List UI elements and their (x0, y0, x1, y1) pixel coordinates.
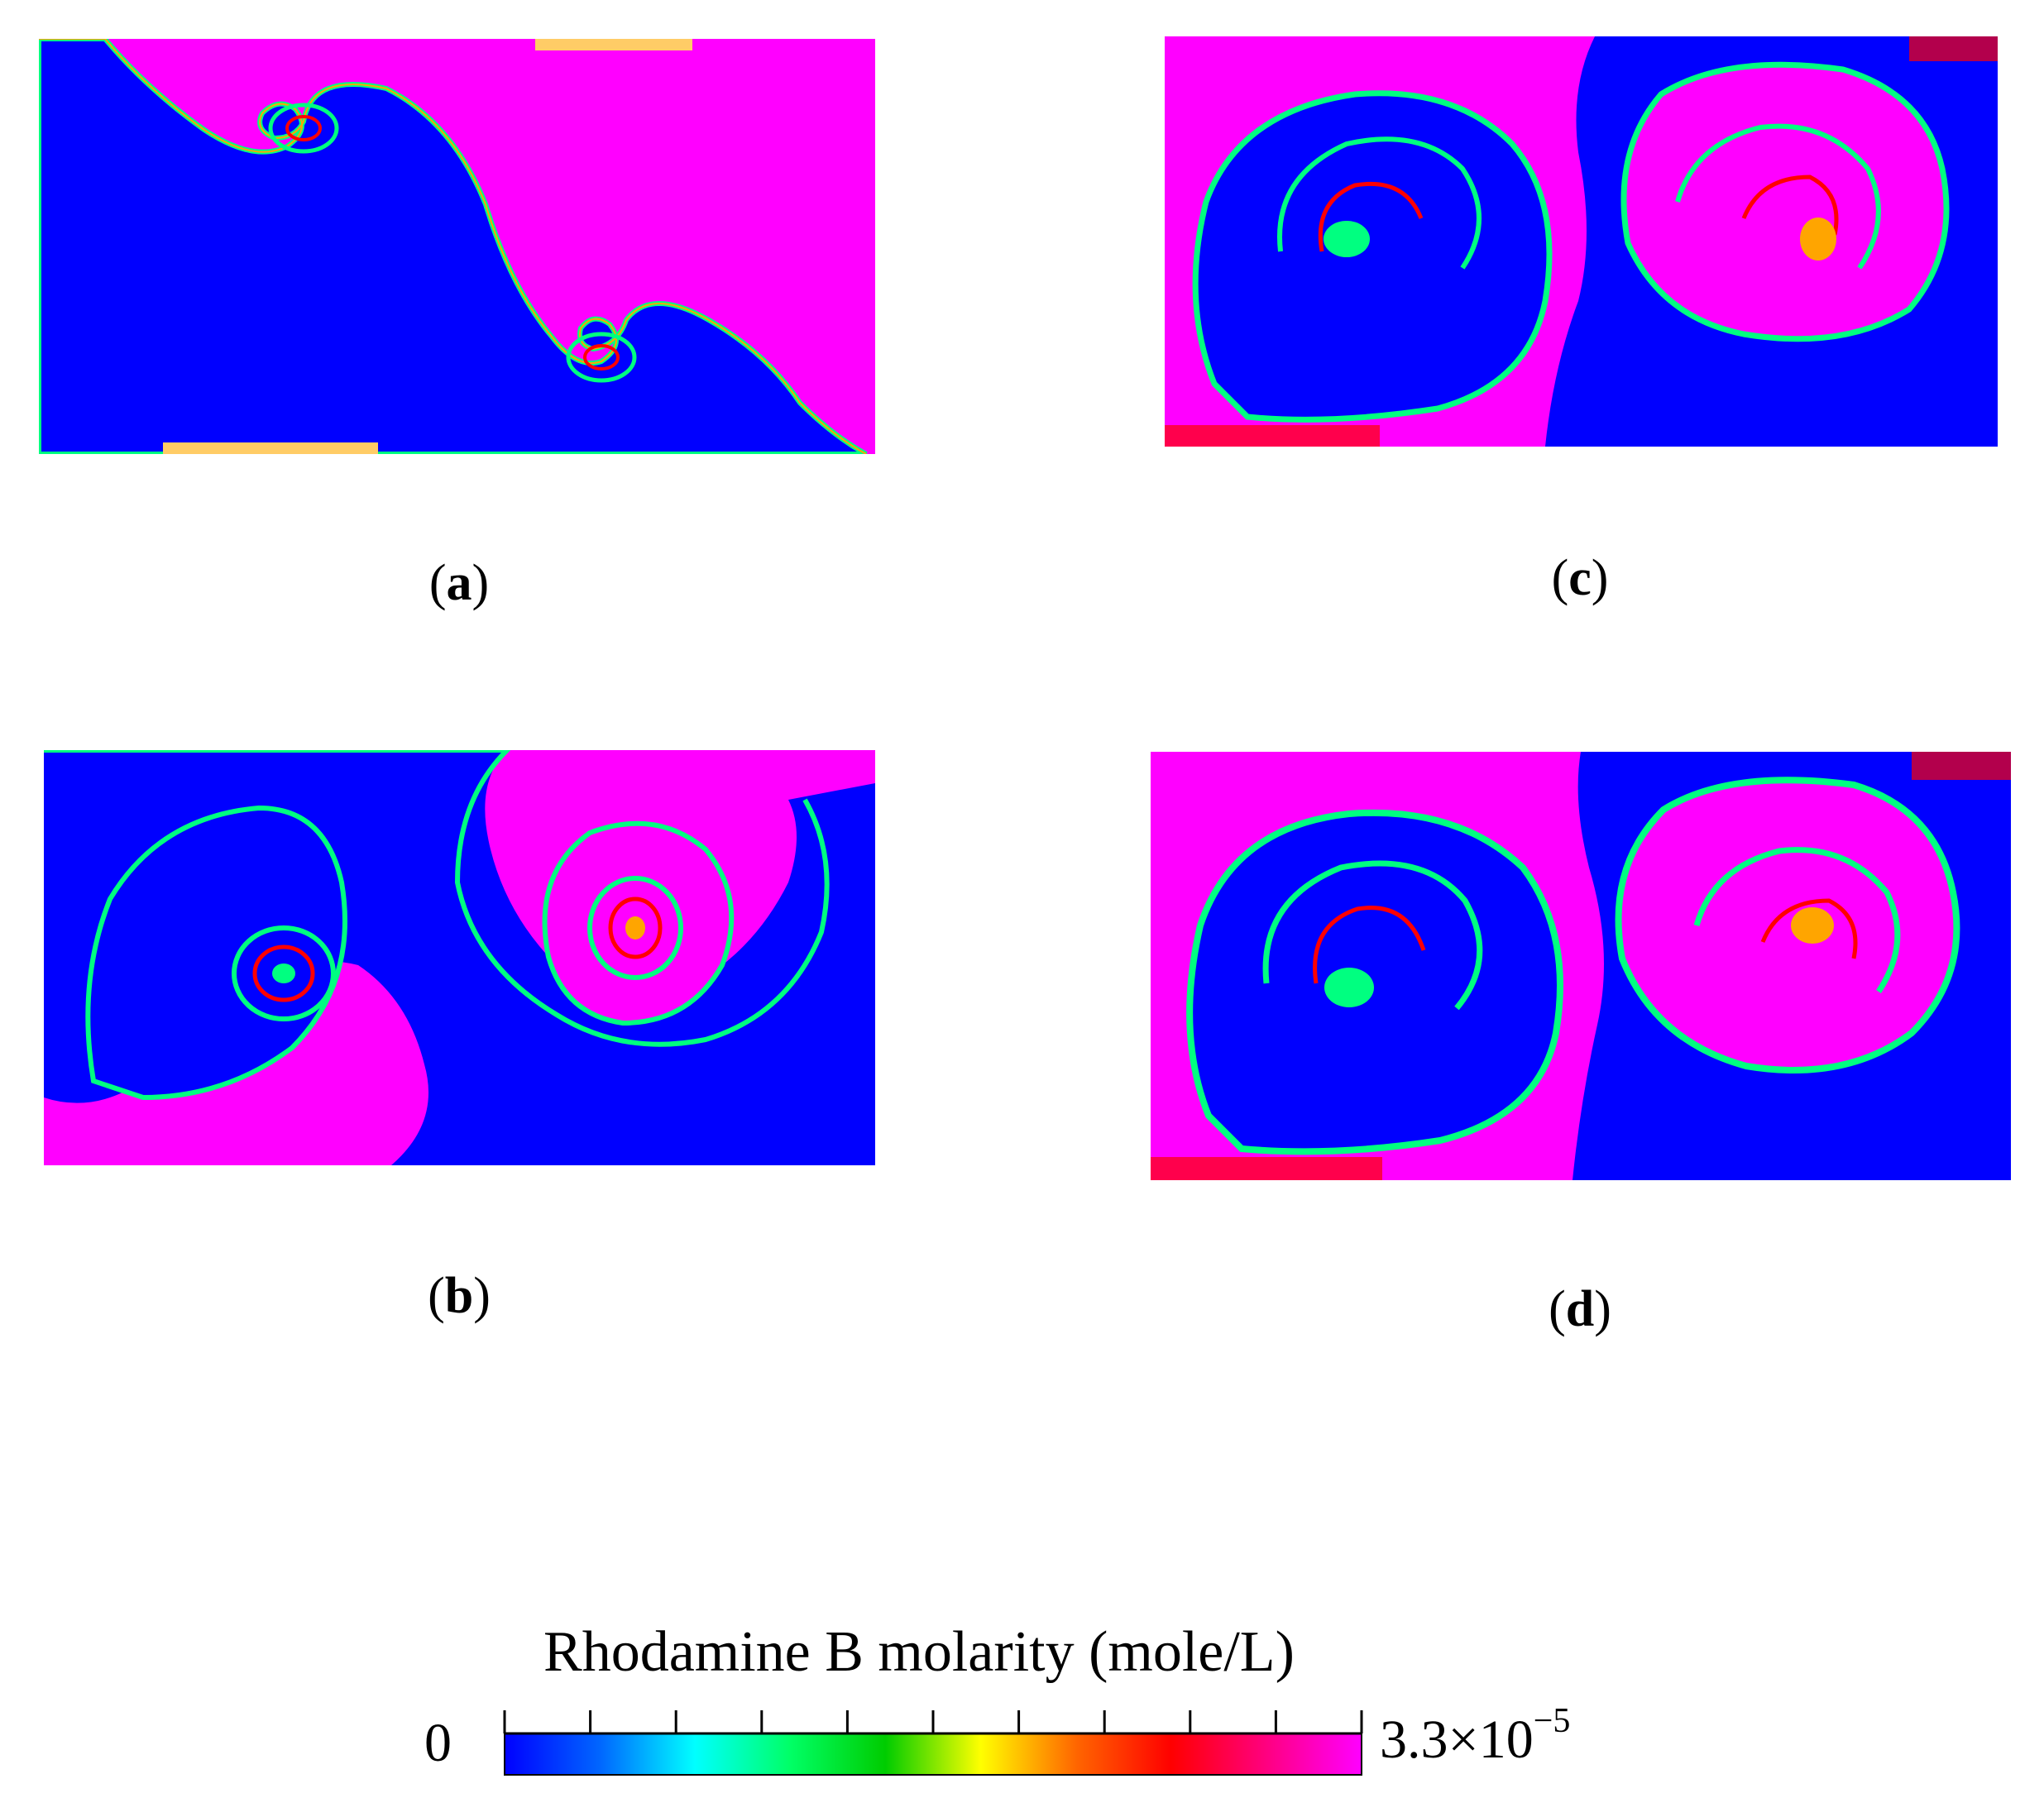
concentration-field-a (39, 39, 875, 454)
concentration-field-c (1165, 36, 1998, 447)
caption-b: (b) (428, 1268, 491, 1324)
colorbar-max-base: 10 (1478, 1709, 1534, 1770)
field-plot-a (39, 39, 875, 454)
colorbar (503, 1710, 1363, 1776)
colorbar-max-exponent: −5 (1533, 1702, 1571, 1740)
caption-a: (a) (428, 555, 490, 611)
colorbar-min-label: 0 (424, 1713, 452, 1773)
field-plot-d (1151, 752, 2011, 1180)
colorbar-max-times: × (1448, 1709, 1479, 1770)
colorbar-max-mantissa: 3.3 (1380, 1709, 1448, 1770)
colorbar-gradient (504, 1733, 1362, 1776)
colorbar-ticks (503, 1710, 1363, 1733)
caption-c: (c) (1551, 550, 1609, 606)
caption-d: (d) (1549, 1281, 1611, 1337)
colorbar-title: Rhodamine B molarity (mole/L) (543, 1620, 1295, 1684)
colorbar-max-label: 3.3×10−5 (1380, 1702, 1570, 1772)
field-plot-c (1165, 36, 1998, 447)
field-plot-b (44, 750, 875, 1165)
concentration-field-b (44, 750, 875, 1165)
concentration-field-d (1151, 752, 2011, 1180)
